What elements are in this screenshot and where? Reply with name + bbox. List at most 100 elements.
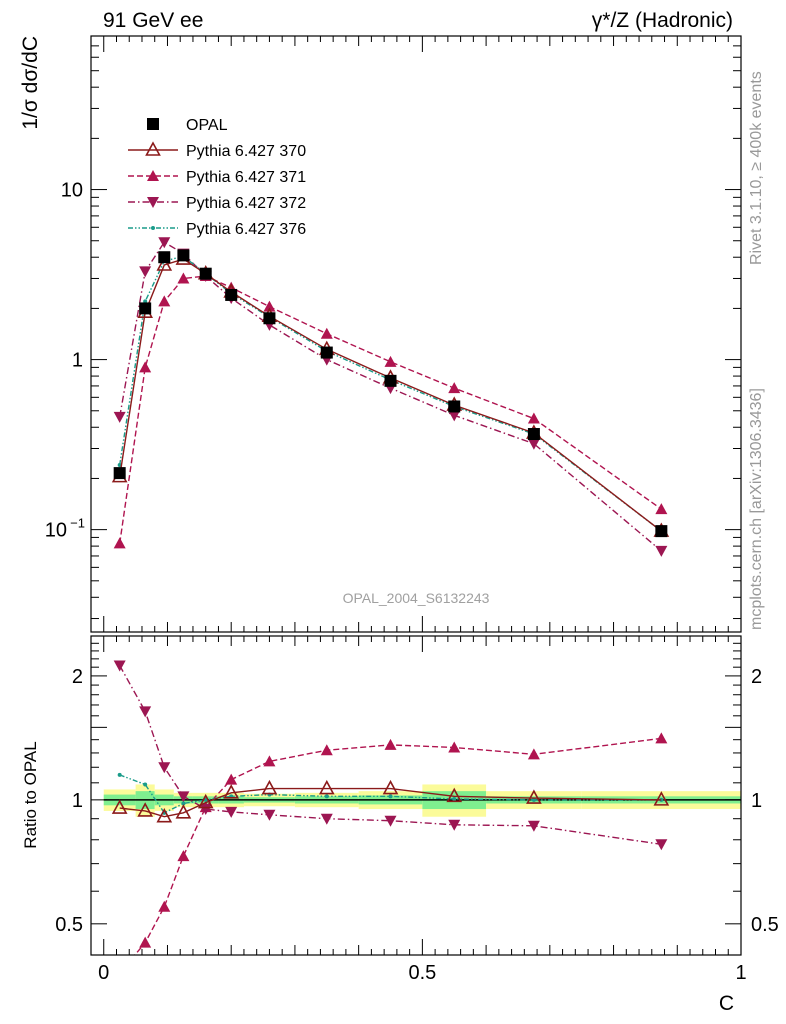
series-p376	[117, 772, 664, 815]
point-p371	[225, 773, 238, 785]
point-data	[384, 374, 397, 387]
legend-item-p372: Pythia 6.427 372	[128, 195, 306, 212]
series-line-p376	[119, 255, 662, 532]
series-line-p370	[119, 258, 662, 532]
ratio-y-tick-label: 1	[72, 790, 83, 812]
legend-label: OPAL	[186, 117, 228, 134]
legend: OPAL Pythia 6.427 370 Pythia 6.427 371 Pyth…	[128, 117, 306, 238]
point-p376	[531, 797, 536, 802]
point-p376	[452, 796, 457, 801]
ratio-y-tick-label-right: 2	[751, 666, 762, 688]
point-p371	[158, 900, 171, 912]
series-line-p376	[119, 774, 662, 814]
main-frame	[90, 35, 742, 633]
series-p371	[114, 732, 668, 978]
legend-label: Pythia 6.427 372	[186, 195, 306, 212]
point-data	[527, 428, 540, 441]
point-p376	[324, 794, 329, 799]
point-p371	[384, 738, 397, 750]
point-p371	[448, 382, 461, 394]
legend-marker	[147, 197, 159, 208]
point-p376	[388, 794, 393, 799]
x-tick-label: 1	[735, 962, 746, 984]
point-data	[655, 525, 668, 538]
point-p370	[382, 779, 399, 795]
x-tick-label: 0	[98, 962, 109, 984]
ratio-y-tick-label-right: 1	[751, 790, 762, 812]
legend-marker	[147, 170, 159, 181]
point-p371	[139, 936, 152, 948]
point-data	[199, 267, 212, 280]
series-p371	[113, 270, 668, 549]
legend-item-p370: Pythia 6.427 370	[128, 141, 306, 160]
legend-marker	[145, 141, 161, 156]
main-ylabel: 1/σ dσ/dC	[19, 36, 42, 130]
point-data	[320, 346, 333, 359]
point-data	[139, 302, 152, 315]
point-p371	[263, 755, 276, 767]
point-p372	[655, 545, 668, 557]
point-p371	[320, 744, 333, 756]
point-p372	[527, 820, 540, 832]
ratio-y-tick-label: 2	[72, 666, 83, 688]
point-p376	[143, 299, 148, 304]
point-p372	[384, 815, 397, 827]
point-p371	[655, 732, 668, 744]
legend-item-p371: Pythia 6.427 371	[128, 169, 306, 186]
series-line-p372	[119, 665, 662, 845]
legend-item-data: OPAL	[147, 117, 228, 134]
rivet-version-label: Rivet 3.1.10, ≥ 400k events	[748, 71, 765, 265]
point-p370	[261, 779, 278, 795]
legend-marker	[147, 118, 159, 130]
point-p370	[156, 808, 173, 823]
ratio-y-tick-label-right: 0.5	[751, 914, 779, 936]
point-p371	[320, 327, 333, 339]
point-p371	[384, 355, 397, 367]
ratio-frame	[90, 635, 742, 956]
point-p371	[113, 537, 126, 549]
point-p371	[177, 272, 190, 284]
point-p372	[177, 791, 190, 803]
point-p376	[181, 801, 186, 806]
y-tick-exponent: −1	[70, 516, 85, 531]
point-p376	[143, 782, 148, 787]
legend-label: Pythia 6.427 370	[186, 143, 306, 160]
point-p370	[156, 256, 173, 271]
series-line-p371	[133, 737, 662, 955]
point-p371	[527, 412, 540, 424]
point-data	[113, 467, 126, 480]
ratio-xlabel: C	[719, 992, 734, 1015]
point-p370	[111, 799, 128, 814]
analysis-watermark: OPAL_2004_S6132243	[343, 590, 490, 606]
point-p372	[263, 809, 276, 821]
point-data	[158, 251, 171, 264]
legend-label: Pythia 6.427 371	[186, 169, 306, 186]
ratio-panel: 0 0.5 1 0.5 0.5 1 1 2 2	[55, 635, 779, 984]
point-p370	[137, 802, 154, 817]
point-data	[225, 288, 238, 301]
point-p371	[527, 748, 540, 760]
ratio-y-tick-label: 0.5	[55, 914, 83, 936]
legend-item-p376: Pythia 6.427 376	[128, 221, 306, 238]
process-label: 91 GeV ee	[103, 9, 203, 32]
series-line-p372	[119, 241, 662, 552]
point-p371	[158, 295, 171, 307]
point-p372	[448, 819, 461, 831]
point-data	[177, 249, 190, 262]
series-p372	[113, 237, 668, 557]
series-p370	[111, 250, 670, 537]
final-state-label: γ*/Z (Hadronic)	[592, 9, 733, 32]
point-p371	[114, 967, 126, 978]
series-p370	[111, 779, 670, 823]
point-p372	[527, 438, 540, 450]
point-p372	[113, 411, 126, 423]
y-tick-label: 1	[72, 350, 83, 372]
point-p371	[655, 503, 668, 515]
legend-label: Pythia 6.427 376	[186, 221, 306, 238]
point-p370	[653, 791, 670, 806]
point-p372	[158, 762, 171, 774]
point-p370	[318, 779, 335, 795]
series-data	[113, 249, 668, 538]
point-p372	[448, 410, 461, 422]
